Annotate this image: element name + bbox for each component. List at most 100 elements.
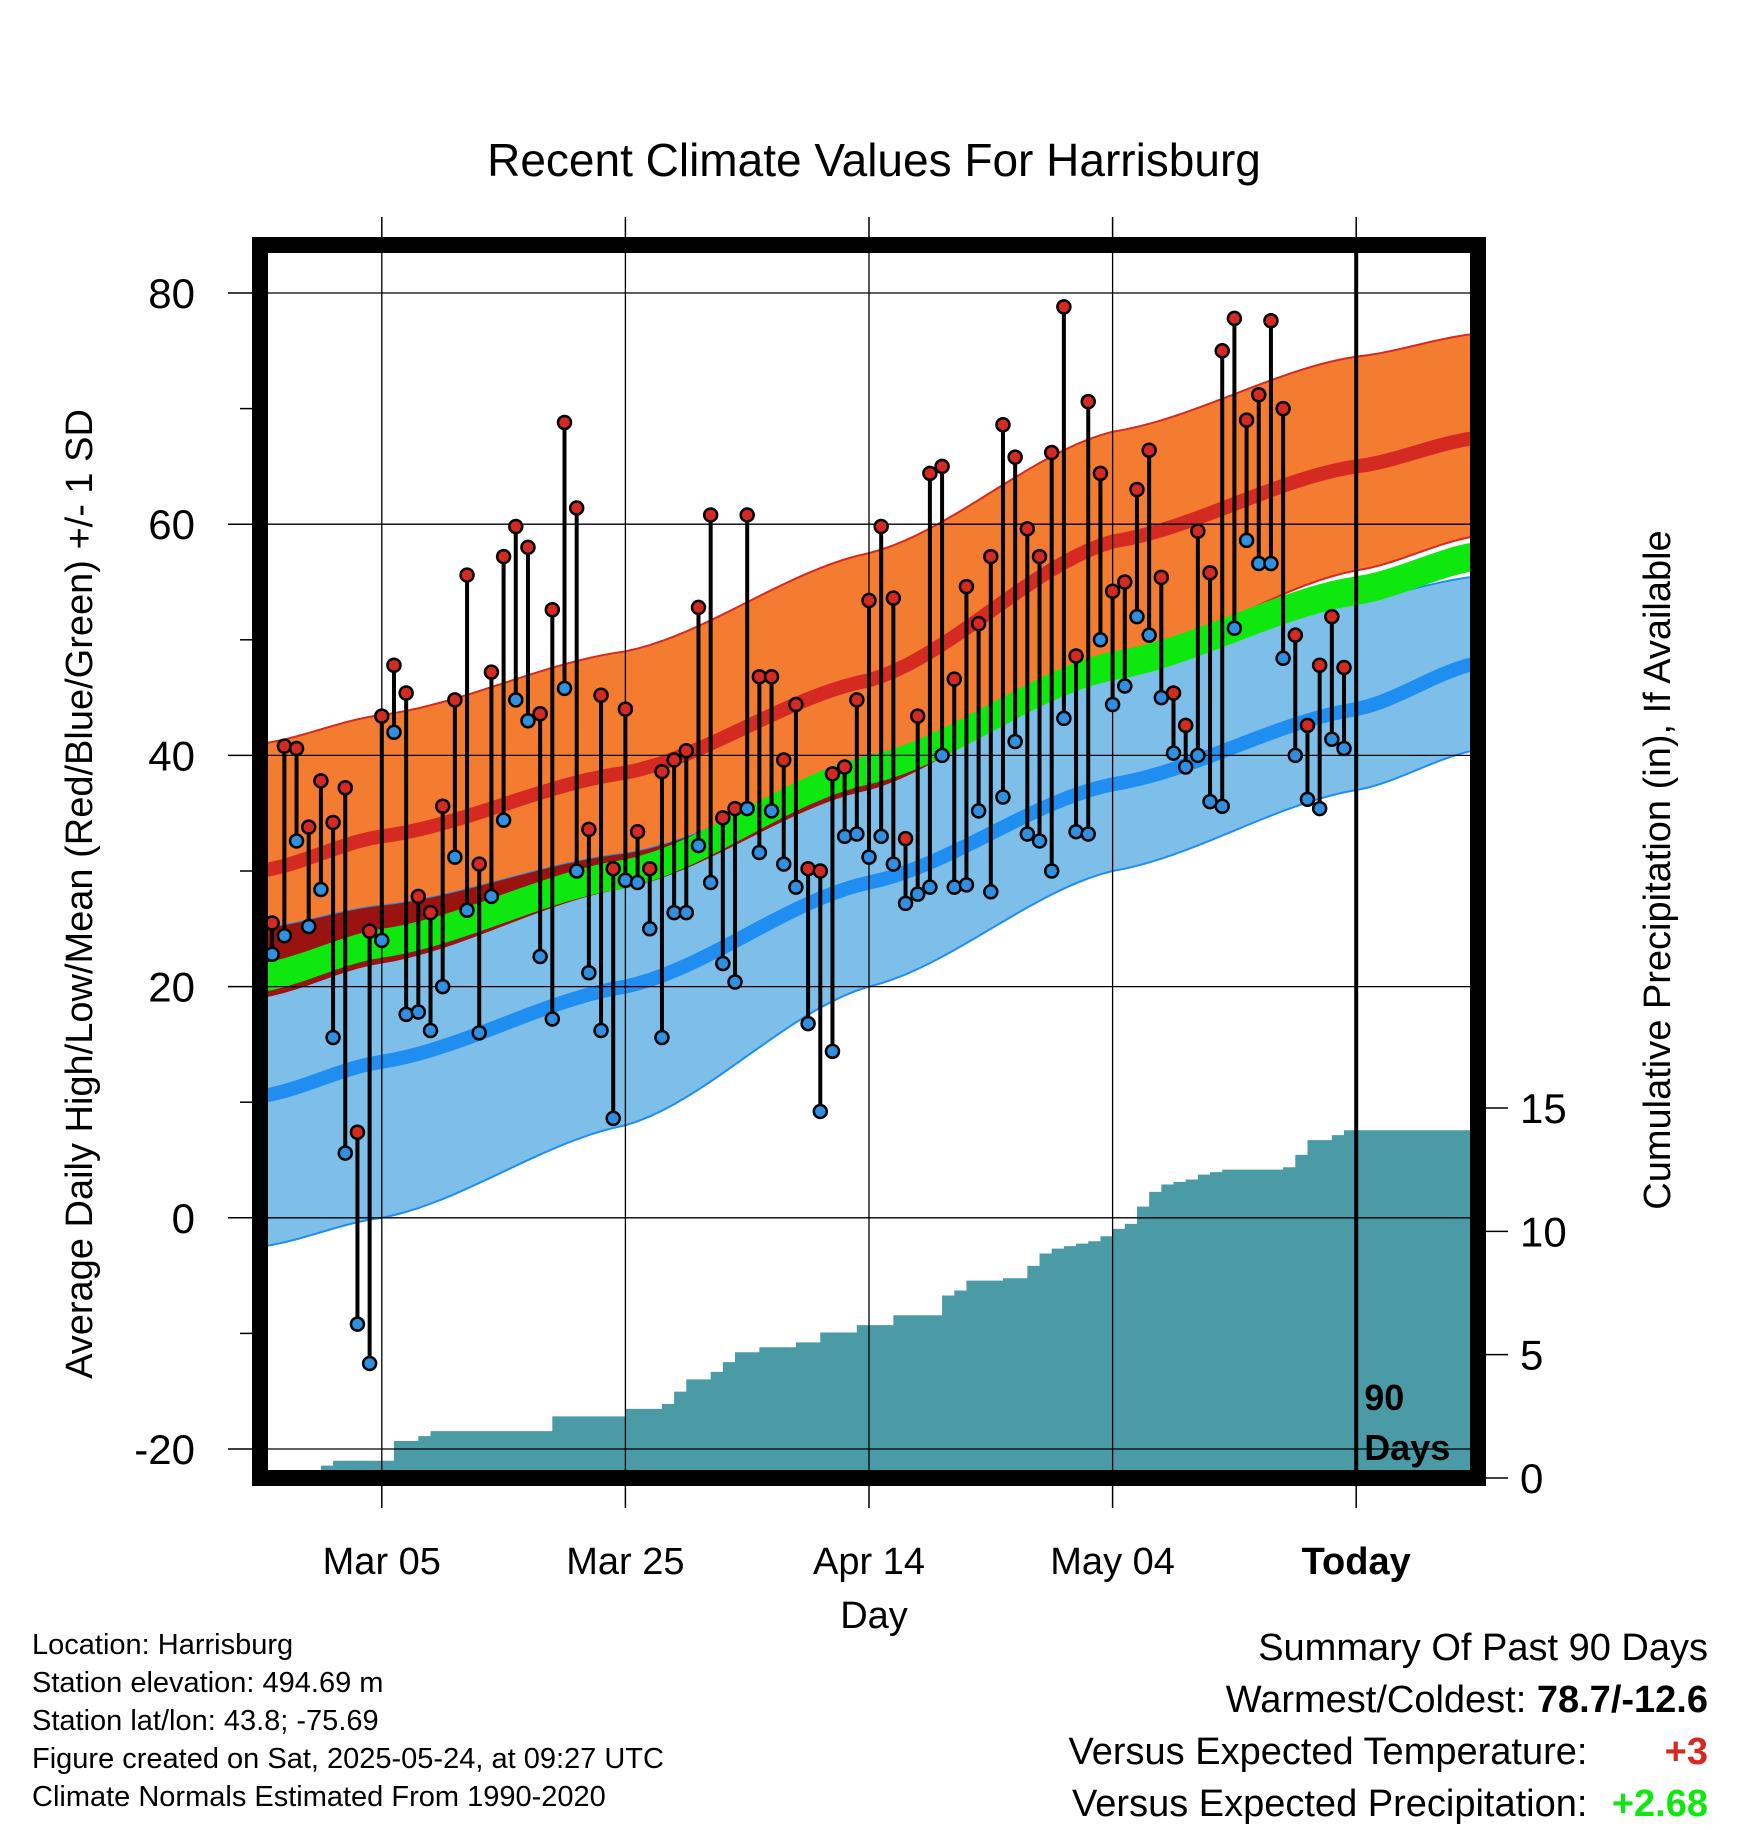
- high-point: [1092, 465, 1109, 482]
- low-point: [1238, 532, 1255, 549]
- low-point: [885, 856, 902, 872]
- high-point: [885, 590, 902, 606]
- low-point: [836, 828, 853, 845]
- high-point: [1214, 343, 1230, 359]
- low-point: [897, 895, 914, 912]
- low-point: [751, 844, 768, 861]
- high-point: [508, 518, 524, 535]
- low-point: [398, 1006, 414, 1023]
- low-point: [447, 849, 463, 865]
- low-point: [1056, 710, 1072, 727]
- precip-label: Versus Expected Precipitation:: [1072, 1783, 1588, 1825]
- summary-panel: Summary Of Past 90 Days Warmest/Coldest:…: [1069, 1622, 1708, 1830]
- today-annotation: 90: [1364, 1377, 1404, 1418]
- y2-tick-label: 15: [1520, 1085, 1567, 1132]
- high-point: [690, 599, 707, 616]
- high-point: [556, 414, 573, 431]
- low-point: [325, 1029, 341, 1046]
- y-tick-label: 40: [148, 732, 195, 779]
- high-point: [1019, 521, 1036, 537]
- low-point: [654, 1029, 670, 1046]
- high-point: [1129, 481, 1145, 498]
- y-tick-label: 60: [148, 501, 195, 548]
- low-point: [276, 927, 293, 944]
- high-point: [337, 780, 354, 796]
- high-point: [520, 539, 536, 556]
- low-point: [715, 955, 731, 972]
- low-point: [386, 724, 402, 741]
- station-info: Location: Harrisburg Station elevation: …: [32, 1626, 664, 1816]
- low-point: [1068, 823, 1084, 840]
- low-point: [1141, 627, 1157, 643]
- low-point: [410, 1004, 427, 1020]
- high-point: [313, 773, 329, 789]
- high-point: [532, 706, 548, 722]
- temp-value: +3: [1664, 1731, 1708, 1773]
- low-point: [909, 886, 926, 902]
- low-point: [812, 1103, 829, 1120]
- low-point: [434, 978, 451, 995]
- plot-area: 90 Days: [260, 245, 1478, 1478]
- low-point: [642, 921, 658, 937]
- high-point: [934, 458, 950, 475]
- axes: -20 0 20 40 60 80 0 5 10 15 Mar 05 Mar 25 Apr 14 May …: [134, 217, 1567, 1583]
- high-point: [349, 1124, 366, 1141]
- low-point: [1007, 733, 1023, 750]
- high-point: [1190, 523, 1206, 539]
- low-point: [337, 1145, 354, 1161]
- summary-title: Summary Of Past 90 Days: [1258, 1627, 1708, 1669]
- normals-text: Climate Normals Estimated From 1990-2020: [32, 1781, 606, 1813]
- high-point: [970, 615, 987, 632]
- low-point: [422, 1022, 439, 1039]
- high-point: [666, 752, 682, 768]
- high-point: [593, 687, 609, 704]
- low-point: [824, 1043, 841, 1060]
- high-point: [581, 821, 597, 838]
- x-tick-label: Apr 14: [813, 1541, 925, 1583]
- high-point: [300, 819, 317, 835]
- low-point: [581, 964, 597, 981]
- low-point: [946, 879, 963, 895]
- low-point: [349, 1316, 366, 1332]
- low-point: [1092, 632, 1109, 648]
- low-point: [1275, 650, 1291, 667]
- high-point: [276, 738, 293, 754]
- high-point: [788, 696, 804, 713]
- low-point: [1080, 826, 1096, 842]
- low-point: [958, 877, 975, 893]
- low-point: [775, 856, 792, 872]
- high-point: [763, 669, 780, 685]
- high-point: [1238, 412, 1255, 428]
- high-point: [361, 923, 378, 939]
- high-point: [1141, 442, 1157, 458]
- high-point: [1043, 444, 1060, 461]
- high-point: [374, 708, 390, 724]
- low-point: [617, 872, 634, 888]
- low-point: [1336, 740, 1352, 757]
- precip-value: +2.68: [1611, 1783, 1708, 1825]
- low-point: [873, 828, 889, 845]
- y-axis-label: Average Daily High/Low/Mean (Red/Blue/Gr…: [59, 409, 101, 1379]
- low-point: [1324, 731, 1340, 747]
- high-point: [702, 507, 719, 523]
- low-point: [1031, 833, 1048, 849]
- high-point: [605, 860, 621, 877]
- low-point: [1165, 745, 1182, 761]
- high-point: [775, 752, 792, 768]
- low-point: [520, 712, 536, 729]
- low-point: [678, 904, 695, 921]
- high-point: [1104, 583, 1121, 599]
- low-point: [471, 1025, 487, 1041]
- high-point: [715, 810, 731, 826]
- high-point: [1251, 386, 1267, 403]
- low-point: [690, 837, 707, 854]
- high-point: [1299, 717, 1316, 734]
- x-tick-label: Today: [1302, 1541, 1411, 1583]
- low-point: [1019, 826, 1036, 842]
- high-point: [1287, 627, 1304, 643]
- low-point: [288, 833, 305, 849]
- low-point: [1117, 678, 1133, 694]
- high-point: [1311, 657, 1328, 673]
- high-point: [1080, 393, 1096, 410]
- high-point: [495, 548, 512, 565]
